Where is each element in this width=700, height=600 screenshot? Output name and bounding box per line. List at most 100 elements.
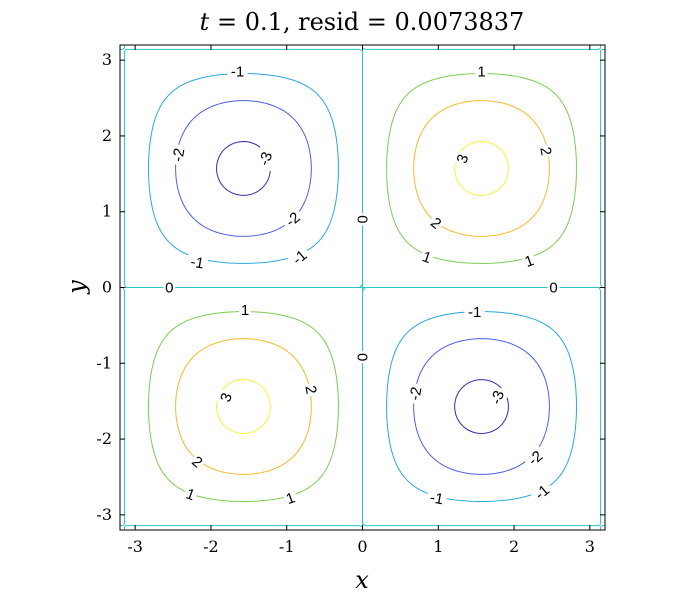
contour-label: 2 bbox=[186, 451, 208, 473]
contour-label: 1 bbox=[475, 62, 488, 81]
contour-label: 3 bbox=[215, 388, 237, 407]
contour-level-neg3 bbox=[216, 141, 509, 434]
contour-label-backing bbox=[475, 62, 488, 81]
contour-label: 1 bbox=[181, 483, 200, 505]
contour-label-backing bbox=[485, 384, 510, 410]
contour-label-text: -2 bbox=[169, 147, 188, 163]
y-axis-label: y bbox=[63, 280, 91, 295]
contour-label: 1 bbox=[281, 487, 300, 509]
contour-label-backing bbox=[167, 143, 189, 167]
contour-label-text: -2 bbox=[525, 448, 546, 470]
contour-label-text: -1 bbox=[429, 489, 445, 508]
contour-label: -2 bbox=[521, 444, 549, 472]
contour-label-text: 0 bbox=[165, 280, 173, 297]
contour-label: -2 bbox=[279, 205, 307, 233]
contour-label-text: 1 bbox=[241, 302, 249, 319]
y-tick-label: 0 bbox=[102, 278, 112, 297]
contour-label-backing bbox=[425, 487, 449, 509]
contour-label: 0 bbox=[163, 278, 176, 297]
contour-label-text: -1 bbox=[189, 253, 205, 272]
contour-label-backing bbox=[520, 250, 538, 272]
contour-label-backing bbox=[425, 212, 447, 234]
contour-label-backing bbox=[215, 388, 237, 407]
contour-label: -1 bbox=[185, 251, 209, 274]
contour-label: -3 bbox=[485, 384, 510, 410]
contour-label-backing bbox=[547, 278, 560, 297]
contour-label-backing bbox=[535, 143, 556, 159]
contour-label-text: 0 bbox=[355, 215, 372, 223]
contour-label: -1 bbox=[425, 487, 449, 509]
contour-label-text: 0 bbox=[355, 353, 372, 361]
contour-label-backing bbox=[353, 351, 372, 364]
title-resid-value: = 0.0073837 bbox=[359, 8, 524, 36]
contour-label-backing bbox=[279, 205, 307, 233]
y-tick-label: -1 bbox=[96, 353, 112, 372]
contour-label: 0 bbox=[353, 351, 372, 364]
x-tick-label: 0 bbox=[357, 537, 367, 556]
contour-label-text: -1 bbox=[532, 482, 553, 504]
contour-label: -3 bbox=[253, 146, 278, 172]
contour-label-backing bbox=[239, 301, 251, 320]
contour-label-text: -2 bbox=[406, 386, 425, 402]
contour-label: 1 bbox=[239, 301, 251, 320]
contour-label: -1 bbox=[528, 478, 556, 506]
y-tick-label: -3 bbox=[96, 505, 112, 524]
x-tick-label: 1 bbox=[433, 537, 443, 556]
contour-label: 3 bbox=[451, 149, 474, 168]
contour-label: -2 bbox=[167, 143, 189, 167]
contour-label-backing bbox=[464, 302, 485, 321]
x-tick-label: -2 bbox=[203, 537, 219, 556]
contour-label: 2 bbox=[301, 382, 321, 398]
contour-label-backing bbox=[404, 382, 427, 406]
contour-label-backing bbox=[301, 382, 321, 398]
contour-label: -1 bbox=[286, 243, 314, 271]
contour-label-text: 2 bbox=[536, 146, 554, 157]
contour-label: 2 bbox=[535, 143, 556, 159]
x-tick-label: -3 bbox=[127, 537, 143, 556]
contour-label-text: 0 bbox=[549, 280, 557, 297]
x-tick-label: 3 bbox=[585, 537, 595, 556]
y-tick-label: 1 bbox=[102, 202, 112, 221]
contour-label-text: -1 bbox=[231, 64, 244, 81]
contour-label-text: 2 bbox=[301, 384, 319, 395]
contour-label-backing bbox=[181, 483, 200, 505]
contour-label-backing bbox=[286, 243, 314, 271]
contour-label: 0 bbox=[547, 278, 560, 297]
contour-label: -2 bbox=[404, 382, 427, 406]
y-tick-label: 3 bbox=[102, 50, 112, 69]
contour-level-1 bbox=[148, 73, 577, 502]
contour-label-backing bbox=[185, 251, 209, 274]
contour-label-backing bbox=[163, 278, 176, 297]
contour-label-backing bbox=[418, 246, 436, 268]
contour-label-text: -3 bbox=[488, 388, 509, 406]
x-tick-label: 2 bbox=[509, 537, 519, 556]
axis-ticks bbox=[120, 45, 605, 530]
chart-title: t = 0.1, resid = 0.0073837 bbox=[200, 8, 525, 36]
title-resid-word: resid bbox=[298, 8, 359, 36]
contour-level-0 bbox=[120, 45, 605, 530]
title-t-value: = 0.1, bbox=[209, 8, 298, 36]
y-tick-label: 2 bbox=[102, 126, 112, 145]
contour-label: 0 bbox=[353, 213, 372, 226]
contour-label-backing bbox=[521, 444, 549, 472]
contour-label-text: -1 bbox=[468, 304, 481, 321]
contour-label: -1 bbox=[464, 302, 485, 321]
contour-label-backing bbox=[186, 451, 208, 473]
contour-label: 1 bbox=[520, 250, 538, 272]
x-tick-label: -1 bbox=[279, 537, 295, 556]
contour-label-backing bbox=[253, 146, 278, 172]
contour-label-text: -3 bbox=[256, 150, 277, 168]
title-t-variable: t bbox=[200, 8, 210, 36]
contour-label-backing bbox=[353, 213, 372, 226]
contour-label: -1 bbox=[227, 62, 248, 81]
contour-label: 1 bbox=[418, 246, 436, 268]
contour-level-neg2 bbox=[175, 100, 550, 475]
contour-label-backing bbox=[227, 62, 248, 81]
contour-label-text: 1 bbox=[477, 64, 485, 81]
y-tick-label: -2 bbox=[96, 429, 112, 448]
contour-label-backing bbox=[528, 478, 556, 506]
x-axis-label: x bbox=[355, 566, 369, 594]
